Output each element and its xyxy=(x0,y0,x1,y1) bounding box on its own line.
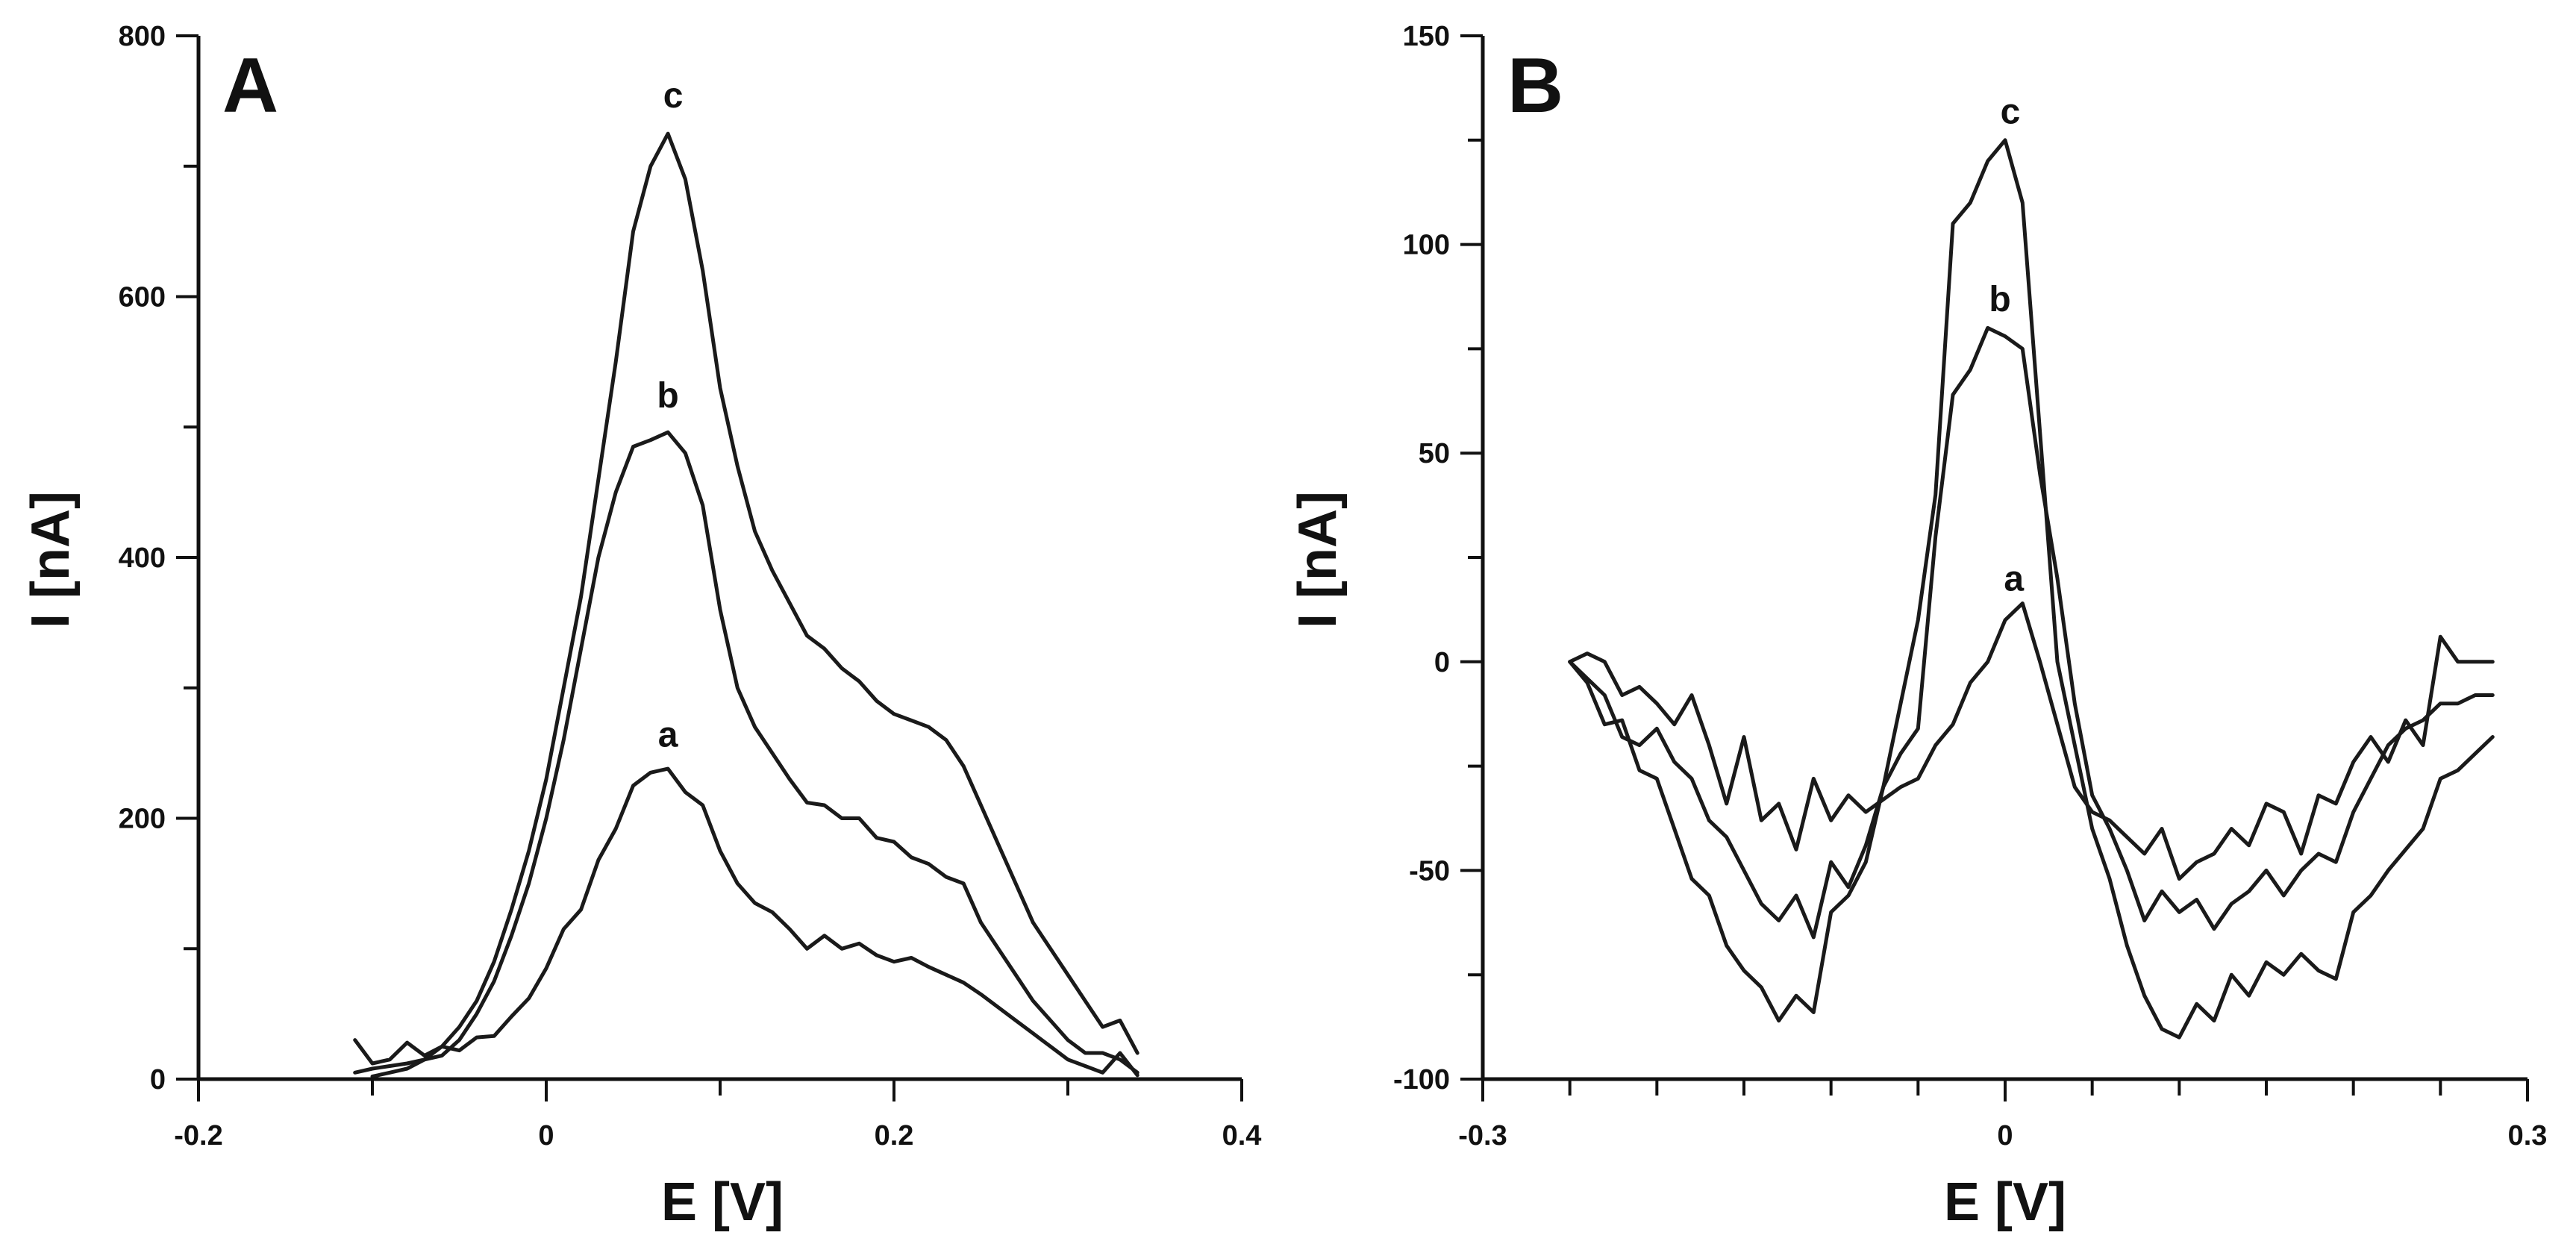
panel-b-series-a-label: a xyxy=(2004,560,2024,599)
panel-a-series-c xyxy=(370,131,1139,1078)
panel-a-y-tick-label: 600 xyxy=(119,282,166,313)
panel-a: A I [nA] E [V] -0.2 0 0.2 0.40200400600800 … xyxy=(21,21,1261,1232)
panel-b-x-tick-label: 0 xyxy=(1997,1120,2013,1151)
panel-a-x-tick-label: -0.2 xyxy=(174,1120,222,1151)
panel-a-y-tick-label: 400 xyxy=(119,543,166,574)
panel-a-series-a-label: a xyxy=(658,715,678,754)
panel-b-y-tick-label: 100 xyxy=(1403,230,1450,261)
panel-b: B I [nA] E [V] -0.3 0 0.3-100-50050100150 … xyxy=(1288,21,2547,1232)
panel-b-y-tick-label: -100 xyxy=(1393,1064,1450,1096)
panel-b-x-tick-label: 0.3 xyxy=(2508,1120,2548,1151)
panel-b-series-b-label: b xyxy=(1989,280,2010,319)
panel-a-tick-labels: -0.2 0 0.2 0.4 0 200 400 600 800 xyxy=(119,21,1262,1151)
panel-a-letter: A xyxy=(222,43,278,129)
panel-b-series-c-label: c xyxy=(2001,92,2021,131)
panel-b-series-a xyxy=(1568,601,2495,881)
panel-b-y-tick-label: -50 xyxy=(1409,855,1450,887)
panel-a-series xyxy=(353,131,1139,1078)
panel-b-curve-labels: a b c xyxy=(1989,92,2024,599)
panel-b-series xyxy=(1568,138,2495,1040)
panel-a-series-a xyxy=(353,766,1139,1078)
panel-b-x-axis-title: E [V] xyxy=(1944,1172,2066,1232)
panel-a-curve-labels: a b c xyxy=(657,76,683,754)
panel-b-y-axis-title: I [nA] xyxy=(1288,491,1348,628)
panel-b-y-tick-label: 50 xyxy=(1419,438,1450,469)
panel-a-y-tick-label: 800 xyxy=(119,21,166,52)
panel-b-letter: B xyxy=(1507,43,1563,129)
panel-a-y-axis-title: I [nA] xyxy=(21,491,81,628)
panel-a-x-tick-label: 0 xyxy=(538,1120,554,1151)
panel-a-x-tick-label: 0.4 xyxy=(1222,1120,1262,1151)
panel-b-ticks xyxy=(1460,34,2529,1101)
panel-b-y-tick-label: 0 xyxy=(1434,647,1450,678)
panel-a-series-c-label: c xyxy=(663,76,684,116)
panel-b-series-b xyxy=(1568,325,2495,940)
panel-b-y-tick-label: 150 xyxy=(1403,21,1450,52)
panel-a-series-b-label: b xyxy=(657,376,678,416)
panel-a-series-b xyxy=(353,430,1139,1075)
panel-a-x-axis-title: E [V] xyxy=(661,1172,784,1232)
panel-a-x-tick-label: 0.2 xyxy=(875,1120,914,1151)
panel-b-tick-labels: -0.3 0 0.3 -100 -50 0 50 100 150 xyxy=(1393,21,2547,1151)
panel-a-y-tick-label: 200 xyxy=(119,804,166,835)
panel-b-series-c xyxy=(1568,138,2495,1040)
panel-b-x-tick-label: -0.3 xyxy=(1458,1120,1507,1151)
panel-a-y-tick-label: 0 xyxy=(150,1064,166,1096)
panel-a-ticks xyxy=(176,34,1243,1101)
